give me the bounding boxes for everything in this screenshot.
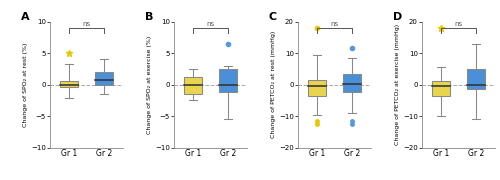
Bar [432,81,450,96]
Text: B: B [145,12,153,22]
Bar [184,77,202,94]
Text: C: C [269,12,277,22]
Text: ns: ns [206,21,214,27]
Y-axis label: Change of SPO₂ at exercise (%): Change of SPO₂ at exercise (%) [147,35,152,134]
Bar [219,69,237,92]
Bar [60,81,78,87]
Text: ns: ns [330,21,338,27]
Text: ns: ns [82,21,90,27]
Bar [308,80,326,96]
Text: D: D [393,12,402,22]
Bar [95,72,113,85]
Text: A: A [21,12,29,22]
Y-axis label: Change of PETCO₂ at exercise (mmHg): Change of PETCO₂ at exercise (mmHg) [395,24,400,145]
Bar [343,74,361,93]
Bar [467,69,485,89]
Text: ns: ns [454,21,462,27]
Y-axis label: Change of SPO₂ at rest (%): Change of SPO₂ at rest (%) [23,42,28,127]
Y-axis label: Change of PETCO₂ at rest (mmHg): Change of PETCO₂ at rest (mmHg) [271,31,276,138]
